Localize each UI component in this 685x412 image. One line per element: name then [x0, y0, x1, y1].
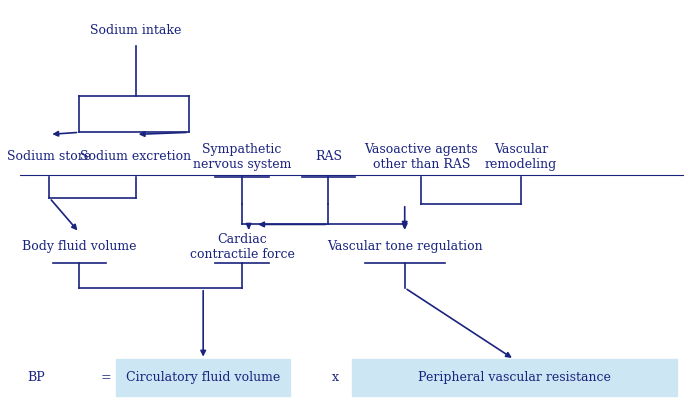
Text: Vascular
remodeling: Vascular remodeling — [485, 143, 557, 171]
Text: Vascular tone regulation: Vascular tone regulation — [327, 241, 482, 253]
Text: Sodium excretion: Sodium excretion — [80, 150, 191, 164]
Text: Sympathetic
nervous system: Sympathetic nervous system — [193, 143, 291, 171]
Text: Sodium store: Sodium store — [8, 150, 92, 164]
FancyBboxPatch shape — [116, 359, 290, 396]
Text: Vasoactive agents
other than RAS: Vasoactive agents other than RAS — [364, 143, 478, 171]
Text: RAS: RAS — [315, 150, 342, 164]
Text: Circulatory fluid volume: Circulatory fluid volume — [126, 371, 280, 384]
Text: Sodium intake: Sodium intake — [90, 23, 182, 37]
Text: Cardiac
contractile force: Cardiac contractile force — [190, 233, 295, 261]
Text: Peripheral vascular resistance: Peripheral vascular resistance — [418, 371, 611, 384]
Text: =: = — [101, 371, 111, 384]
Text: BP: BP — [27, 371, 45, 384]
Text: Body fluid volume: Body fluid volume — [22, 241, 136, 253]
FancyBboxPatch shape — [351, 359, 677, 396]
Text: x: x — [332, 371, 338, 384]
